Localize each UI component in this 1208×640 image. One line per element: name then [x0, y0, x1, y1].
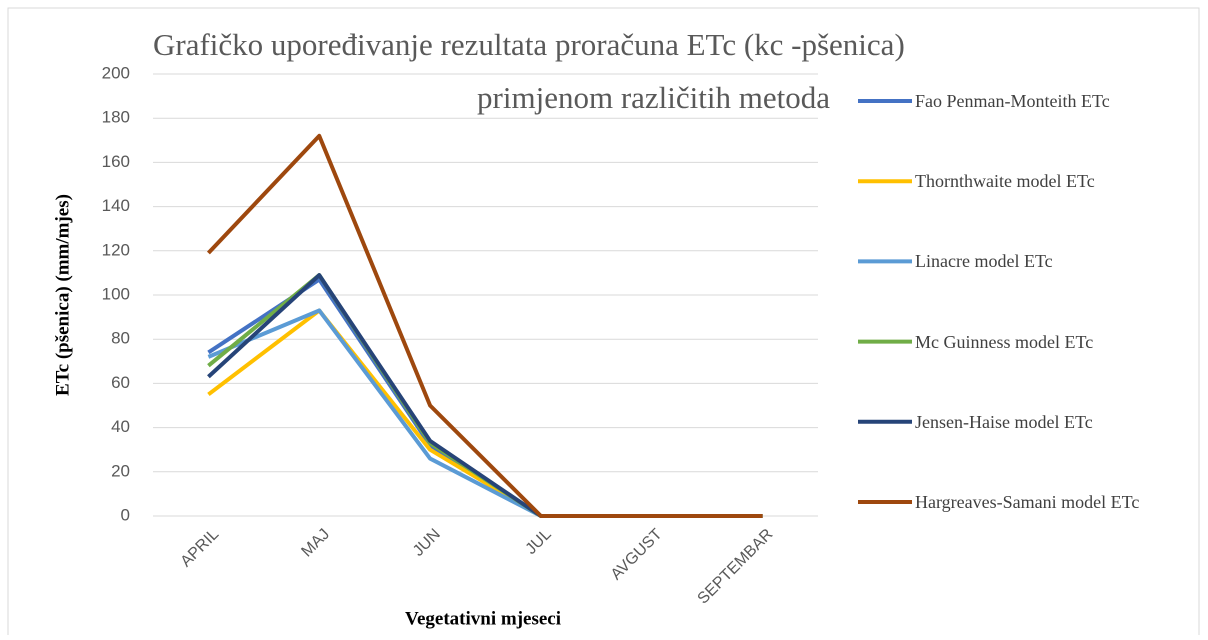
x-tick-label: JUL [523, 526, 555, 558]
y-tick-label: 120 [102, 240, 130, 259]
legend-label: Jensen-Haise model ETc [915, 411, 1093, 432]
x-axis-title: Vegetativni mjeseci [405, 608, 561, 629]
chart-title: primjenom različitih metoda [477, 80, 830, 115]
legend-label: Fao Penman-Monteith ETc [915, 91, 1110, 111]
chart-border [7, 7, 1200, 640]
y-tick-label: 200 [102, 63, 130, 82]
legend-label: Mc Guinness model ETc [915, 331, 1094, 352]
y-tick-label: 100 [102, 284, 130, 303]
legend-label: Thornthwaite model ETc [915, 171, 1095, 192]
y-tick-label: 60 [111, 373, 130, 392]
x-tick-label: MAJ [298, 526, 333, 561]
y-tick-label: 140 [102, 196, 130, 215]
legend-label: Linacre model ETc [915, 251, 1053, 272]
legend-label: Hargreaves-Samani model ETc [915, 492, 1140, 512]
series-line [207, 308, 763, 518]
series-line [206, 133, 763, 518]
x-tick-label: APRIL [178, 526, 223, 571]
y-tick-label: 0 [121, 505, 130, 524]
x-tick-label: AVGUST [608, 526, 666, 584]
chart-title: Grafičko upoređivanje rezultata proračun… [153, 27, 905, 62]
x-tick-label: JUN [410, 526, 444, 560]
series-line [207, 273, 763, 518]
y-tick-label: 180 [102, 108, 130, 127]
x-tick-label: SEPTEMBAR [695, 526, 777, 608]
y-tick-label: 20 [111, 461, 130, 480]
y-tick-label: 160 [102, 152, 130, 171]
y-tick-label: 80 [111, 329, 130, 348]
y-axis-title: ETc (pšenica) (mm/mjes) [52, 194, 73, 396]
y-tick-label: 40 [111, 417, 130, 436]
